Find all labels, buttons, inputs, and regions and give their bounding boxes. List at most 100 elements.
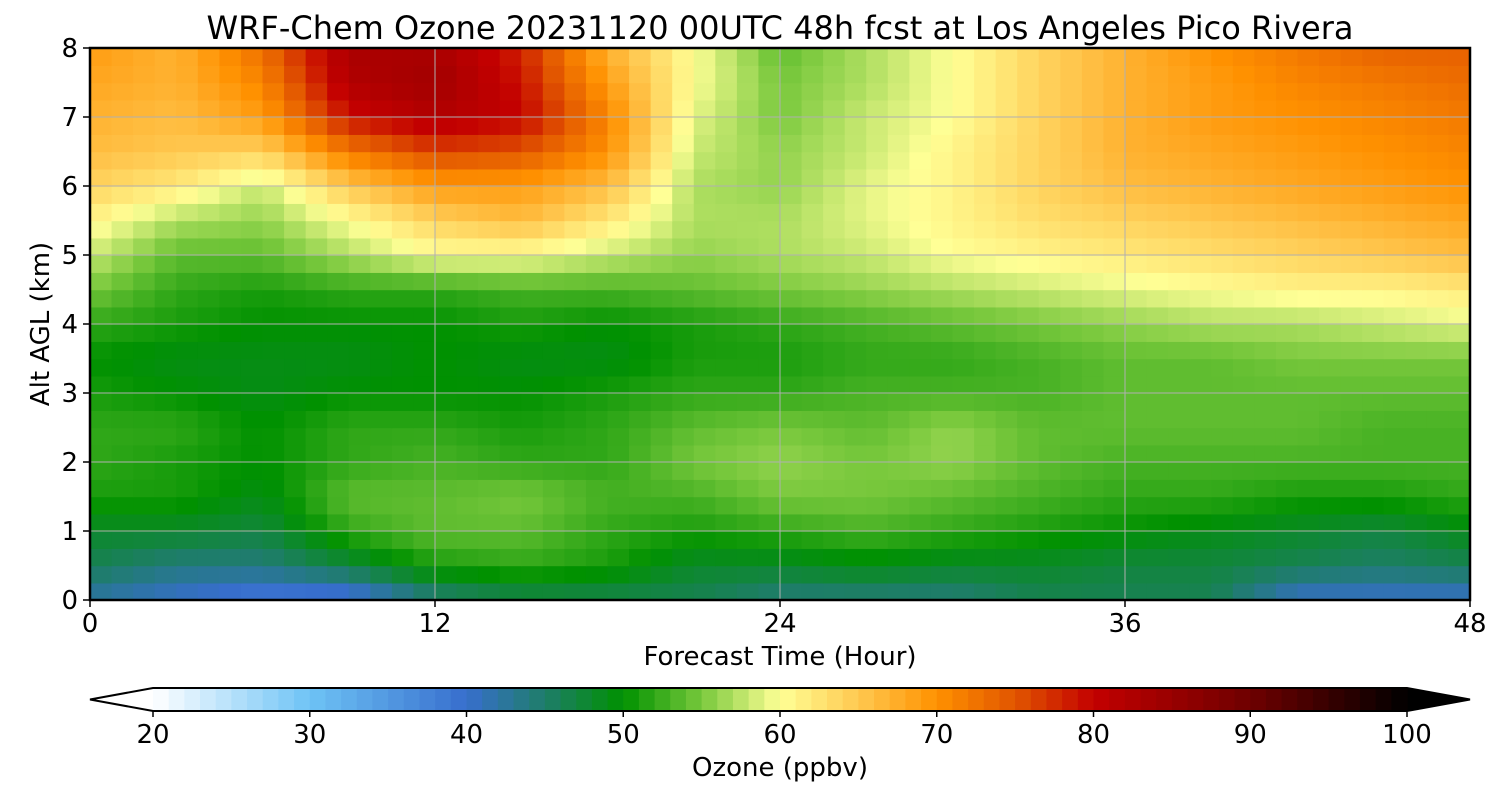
heatmap-cell [1189,168,1212,187]
heatmap-cell [154,410,177,429]
heatmap-cell [1319,565,1342,584]
x-tick-label: 24 [763,609,796,639]
heatmap-cell [1275,358,1299,377]
heatmap-cell [1168,462,1191,480]
heatmap-cell [435,358,458,377]
heatmap-cell [456,117,479,135]
heatmap-cell [909,203,932,222]
heatmap-cell [90,203,113,222]
heatmap-cell [629,531,652,549]
heatmap-cell [154,548,177,567]
heatmap-cell [1254,272,1277,291]
heatmap-cell [974,151,997,170]
heatmap-cell [499,548,522,567]
heatmap-cell [327,48,350,66]
heatmap-cell [1017,272,1040,291]
heatmap-cell [1448,151,1470,170]
heatmap-cell [909,444,932,463]
heatmap-cell [1340,306,1363,325]
heatmap-cell [607,341,630,360]
heatmap-cell [219,513,242,532]
colorbar-segment [529,688,546,711]
heatmap-cell [1060,324,1083,342]
heatmap-cell [154,496,177,515]
heatmap-cell [1060,479,1083,498]
heatmap-cell [1168,48,1191,66]
heatmap-cell [284,48,307,66]
heatmap-cell [629,289,652,308]
heatmap-cell [607,306,630,325]
heatmap-cell [1254,82,1277,101]
heatmap-cell [758,513,781,532]
heatmap-cell [1146,462,1169,480]
heatmap-cell [1081,186,1105,204]
heatmap-cell [435,444,458,463]
heatmap-cell [1125,565,1148,584]
heatmap-cell [348,220,372,239]
heatmap-cell [909,237,932,256]
heatmap-cell [284,410,307,429]
heatmap-cell [133,272,156,291]
heatmap-cell [133,324,156,342]
heatmap-cell [348,99,372,118]
heatmap-cell [844,99,867,118]
heatmap-cell [1146,410,1169,429]
heatmap-cell [650,462,673,480]
heatmap-cell [866,134,889,153]
heatmap-cell [693,99,717,118]
colorbar-segment [544,688,562,711]
heatmap-cell [887,255,911,273]
heatmap-cell [111,203,134,222]
heatmap-cell [1426,531,1450,549]
heatmap-cell [305,203,328,222]
heatmap-cell [348,341,372,360]
heatmap-cell [823,582,846,600]
heatmap-cell [758,151,781,170]
heatmap-cell [585,99,609,118]
heatmap-cell [90,82,113,101]
heatmap-cell [240,324,264,342]
heatmap-cell [887,358,911,377]
heatmap-cell [564,358,587,377]
heatmap-cell [240,582,264,600]
heatmap-cell [564,134,587,153]
heatmap-cell [1340,565,1363,584]
heatmap-cell [1081,565,1105,584]
heatmap-cell [413,462,436,480]
heatmap-cell [284,220,307,239]
heatmap-cell [780,496,803,515]
heatmap-cell [370,358,393,377]
heatmap-cell [585,65,609,84]
heatmap-cell [370,375,393,394]
heatmap-cell [262,410,285,429]
heatmap-cell [629,324,652,342]
heatmap-cell [370,117,393,135]
heatmap-cell [1448,306,1470,325]
heatmap-cell [1060,582,1083,600]
heatmap-cell [629,427,652,446]
heatmap-cell [197,479,221,498]
heatmap-cell [176,168,199,187]
heatmap-cell [995,324,1018,342]
colorbar-segment [795,688,812,711]
heatmap-cell [1232,220,1256,239]
heatmap-cell [1426,99,1450,118]
heatmap-cell [715,410,738,429]
heatmap-cell [1211,427,1234,446]
heatmap-cell [650,117,673,135]
heatmap-cell [693,358,717,377]
heatmap-cell [90,220,113,239]
heatmap-cell [887,82,911,101]
heatmap-cell [1038,548,1062,567]
heatmap-cell [456,324,479,342]
heatmap-cell [1383,186,1407,204]
heatmap-cell [823,410,846,429]
heatmap-cell [823,186,846,204]
heatmap-cell [348,203,372,222]
heatmap-cell [1103,341,1126,360]
heatmap-cell [693,410,717,429]
heatmap-cell [176,134,199,153]
heatmap-cell [974,220,997,239]
heatmap-cell [305,358,328,377]
heatmap-cell [887,237,911,256]
